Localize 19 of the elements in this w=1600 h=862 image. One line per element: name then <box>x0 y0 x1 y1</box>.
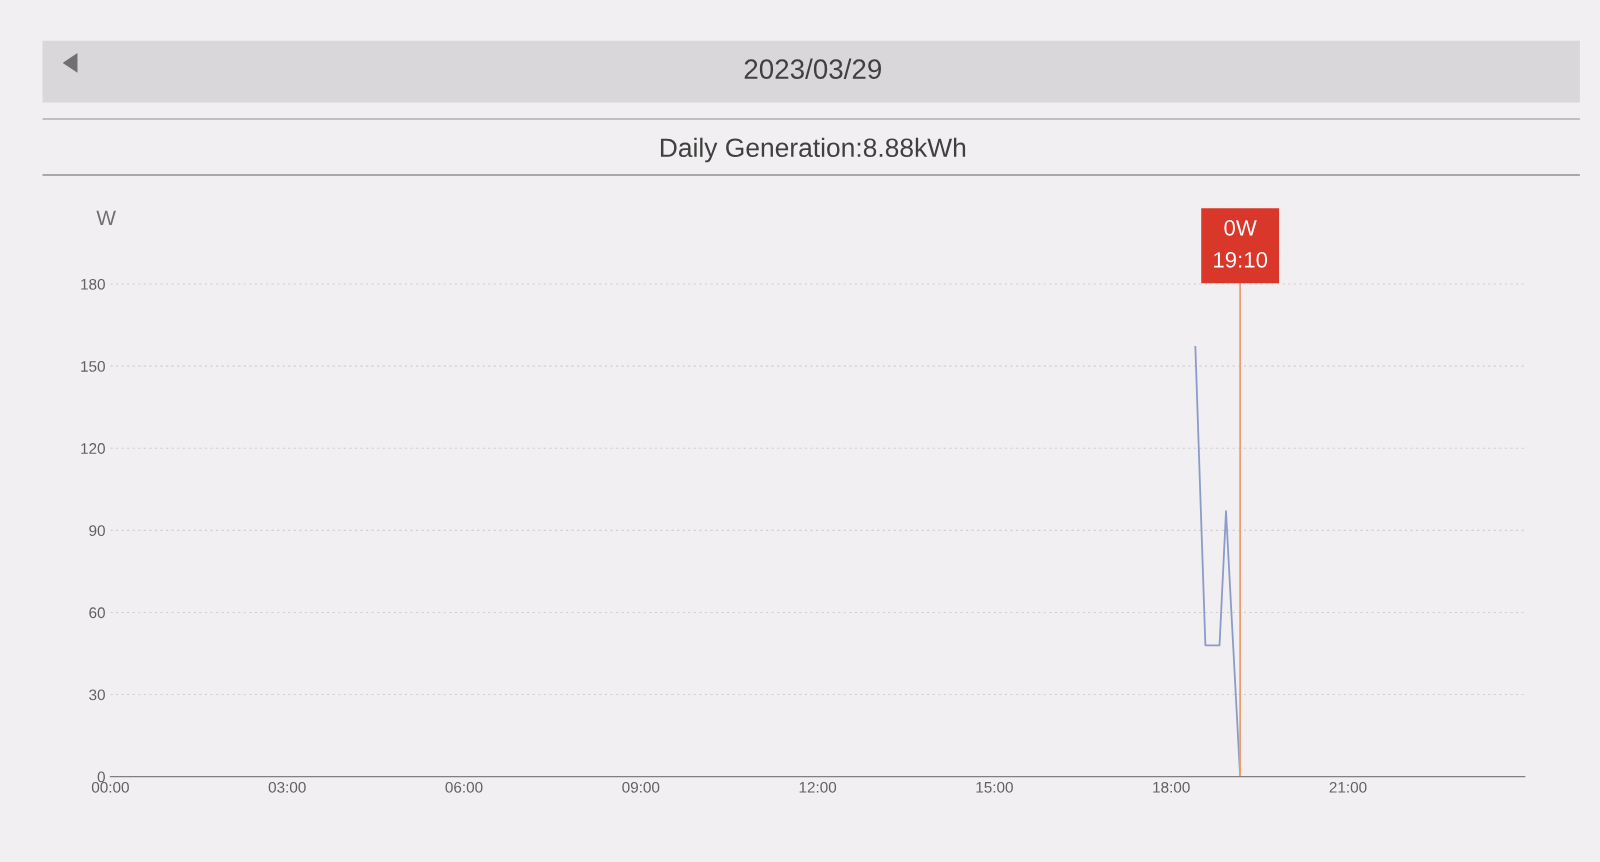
x-tick-label: 03:00 <box>268 781 306 793</box>
y-tick-label: 120 <box>81 443 105 454</box>
annotation: 0W 19:10 <box>1214 219 1268 268</box>
x-tick-label: 00:00 <box>91 781 129 793</box>
y-tick-label: 0 <box>97 771 105 783</box>
y-tick-label: 180 <box>81 278 105 290</box>
y-tick-label: 90 <box>89 525 105 537</box>
y-axis-title: W <box>96 210 116 225</box>
y-tick-label: 150 <box>81 361 105 372</box>
x-tick-label: 06:00 <box>445 781 483 793</box>
x-tick-label: 09:00 <box>622 781 660 793</box>
y-tick-label: 30 <box>89 689 105 701</box>
y-tick-label: 60 <box>89 607 105 619</box>
chart-title: 2023/03/29 <box>744 58 881 79</box>
x-tick-label: 18:00 <box>1153 781 1190 793</box>
x-tick-label: 15:00 <box>976 781 1013 793</box>
x-tick-label: 21:00 <box>1329 781 1367 793</box>
chart-subtitle: Daily Generation:8.88kWh <box>660 137 966 163</box>
x-tick-label: 12:00 <box>799 781 837 793</box>
